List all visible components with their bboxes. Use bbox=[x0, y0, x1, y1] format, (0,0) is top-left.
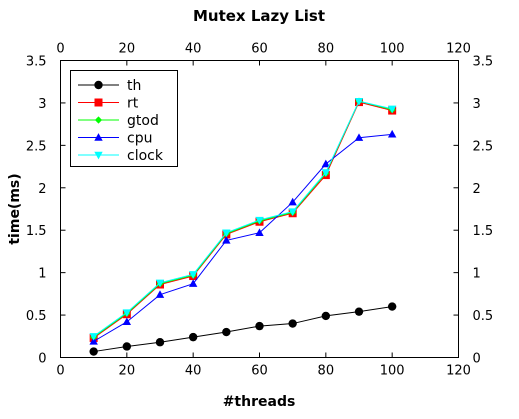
legend-label: th bbox=[127, 78, 141, 94]
y-tick-label-left: 0.5 bbox=[26, 309, 47, 324]
series-cpu bbox=[89, 129, 397, 345]
data-point-th bbox=[255, 321, 264, 331]
y-tick-label-right: 1.5 bbox=[473, 224, 494, 239]
data-point-clock bbox=[255, 216, 264, 225]
data-point-cpu bbox=[188, 279, 198, 287]
series-line-th bbox=[93, 306, 393, 353]
x-tick-label-top: 80 bbox=[318, 42, 335, 57]
legend-item-cpu: cpu bbox=[78, 131, 152, 147]
data-point-th bbox=[222, 327, 231, 337]
x-tick-label-bottom: 40 bbox=[185, 364, 202, 379]
y-tick-label-left: 1.5 bbox=[26, 224, 47, 239]
x-tick-label-bottom: 20 bbox=[119, 364, 136, 379]
legend-marker bbox=[94, 80, 103, 90]
y-tick-label-left: 3.5 bbox=[26, 55, 47, 70]
legend-item-rt: rt bbox=[78, 96, 139, 112]
data-point-cpu bbox=[321, 159, 331, 168]
x-tick-label-top: 100 bbox=[380, 42, 405, 57]
legend-item-gtod: gtod bbox=[78, 113, 159, 129]
y-tick-label-left: 1 bbox=[38, 267, 46, 282]
y-tick-label-right: 2 bbox=[473, 182, 481, 197]
legend-marker bbox=[94, 151, 103, 160]
legend-box bbox=[70, 70, 178, 167]
data-point-cpu bbox=[387, 129, 397, 138]
data-point-th bbox=[122, 342, 132, 351]
data-point-clock bbox=[188, 271, 198, 279]
data-point-clock bbox=[89, 333, 98, 341]
legend-label: gtod bbox=[127, 113, 159, 129]
series-line-clock bbox=[93, 100, 393, 337]
legend-marker bbox=[94, 98, 103, 107]
x-tick-label-bottom: 0 bbox=[56, 364, 64, 379]
series-line-cpu bbox=[93, 133, 393, 342]
x-tick-label-top: 0 bbox=[56, 42, 64, 57]
legend-item-th: th bbox=[78, 78, 141, 94]
y-tick-label-right: 3.5 bbox=[473, 55, 494, 70]
x-tick-label-bottom: 120 bbox=[446, 364, 471, 379]
y-tick-label-right: 0 bbox=[473, 352, 481, 367]
data-point-th bbox=[288, 319, 297, 328]
y-tick-label-left: 3 bbox=[38, 97, 46, 112]
x-tick-label-top: 60 bbox=[251, 42, 268, 57]
y-tick-label-right: 2.5 bbox=[473, 139, 494, 154]
data-point-cpu bbox=[222, 235, 231, 244]
legend-label: clock bbox=[127, 148, 164, 164]
data-point-clock bbox=[354, 98, 364, 106]
legend-marker bbox=[94, 133, 103, 141]
x-tick-label-bottom: 100 bbox=[380, 364, 405, 379]
y-tick-label-left: 2.5 bbox=[26, 139, 47, 154]
data-point-cpu bbox=[354, 133, 364, 141]
y-tick-label-left: 2 bbox=[38, 182, 46, 197]
series-clock bbox=[89, 98, 397, 341]
data-point-clock bbox=[155, 279, 165, 288]
data-point-clock bbox=[321, 169, 331, 177]
data-point-cpu bbox=[255, 228, 264, 236]
data-point-cpu bbox=[288, 197, 297, 206]
y-tick-label-right: 1 bbox=[473, 267, 481, 282]
legend-label: rt bbox=[127, 96, 139, 112]
data-point-th bbox=[155, 338, 165, 347]
series-th bbox=[89, 302, 397, 356]
y-tick-label-left: 0 bbox=[38, 352, 46, 367]
chart-title: Mutex Lazy List bbox=[193, 7, 325, 25]
data-point-clock bbox=[122, 309, 132, 317]
y-axis-label: time(ms) bbox=[7, 173, 23, 244]
data-point-clock bbox=[222, 229, 231, 238]
data-point-th bbox=[321, 311, 331, 321]
data-point-th bbox=[89, 347, 98, 356]
legend-item-clock: clock bbox=[78, 148, 164, 164]
data-point-th bbox=[188, 332, 198, 342]
x-tick-label-bottom: 80 bbox=[318, 364, 335, 379]
series-group bbox=[89, 97, 397, 356]
legend-marker bbox=[94, 116, 103, 124]
data-point-cpu bbox=[122, 317, 132, 326]
x-tick-label-top: 120 bbox=[446, 42, 471, 57]
data-point-th bbox=[387, 302, 397, 311]
legend-label: cpu bbox=[127, 131, 152, 147]
x-tick-label-top: 20 bbox=[119, 42, 136, 57]
y-tick-label-right: 0.5 bbox=[473, 309, 494, 324]
data-point-clock bbox=[288, 208, 297, 216]
series-line-rt bbox=[93, 101, 393, 339]
data-point-th bbox=[354, 307, 364, 316]
x-axis-label: #threads bbox=[223, 394, 296, 410]
data-point-cpu bbox=[155, 290, 165, 298]
x-tick-label-top: 40 bbox=[185, 42, 202, 57]
x-tick-label-bottom: 60 bbox=[251, 364, 268, 379]
y-tick-label-right: 3 bbox=[473, 97, 481, 112]
data-point-clock bbox=[387, 105, 397, 114]
data-point-cpu bbox=[89, 336, 98, 345]
